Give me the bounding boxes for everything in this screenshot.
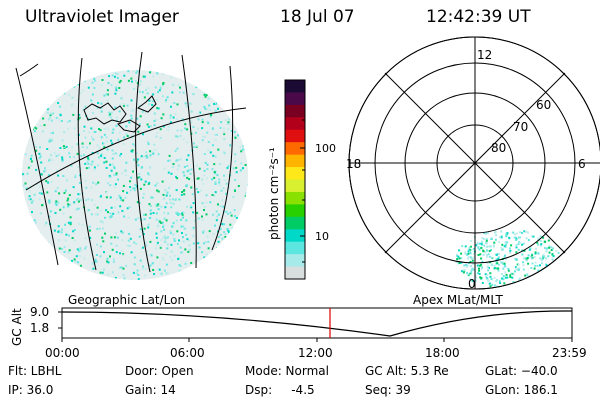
timeline-xtick-1: 06:00 <box>170 346 205 360</box>
coastline-outline <box>83 95 157 133</box>
geo-grid-lines <box>15 51 247 273</box>
instrument-title: Ultraviolet Imager <box>25 7 179 27</box>
lat-label-80: 80 <box>491 141 506 155</box>
timeline-xtick-3: 18:00 <box>425 346 460 360</box>
mode-status: Mode: Normal <box>245 364 329 378</box>
color-bar <box>284 79 306 280</box>
timeline-xtick-0: 00:00 <box>45 346 80 360</box>
time-label: 12:42:39 UT <box>426 7 531 27</box>
timeline-left-label: Geographic Lat/Lon <box>68 293 185 307</box>
lat-label-70: 70 <box>513 120 528 134</box>
glat-status: GLat: −40.0 <box>485 364 558 378</box>
polar-plot <box>348 36 600 290</box>
altitude-curve <box>61 310 573 337</box>
colorbar-unit-label: photon cm⁻²s⁻¹ <box>267 147 281 240</box>
timeline-ylabel: GC Alt <box>10 308 24 346</box>
date-label: 18 Jul 07 <box>280 7 355 27</box>
colorbar-tick-10: 10 <box>315 230 329 243</box>
door-status: Door: Open <box>125 364 194 378</box>
glon-status: GLon: 186.1 <box>485 383 558 397</box>
filter-status: Flt: LBHL <box>8 364 62 378</box>
timeline-right-label: Apex MLat/MLT <box>413 293 503 307</box>
altitude-timeline <box>58 307 573 342</box>
geographic-image <box>22 70 248 280</box>
ip-status: IP: 36.0 <box>8 383 54 397</box>
timeline-ytick-low: 1.8 <box>30 321 49 335</box>
mlt-label-12: 12 <box>477 48 492 62</box>
mlt-label-0: 0 <box>468 277 476 291</box>
lat-label-60: 60 <box>536 98 551 112</box>
timeline-ytick-high: 9.0 <box>30 305 49 319</box>
seq-status: Seq: 39 <box>365 383 411 397</box>
gain-status: Gain: 14 <box>125 383 176 397</box>
timeline-xtick-4: 23:59 <box>552 346 587 360</box>
mlt-label-6: 6 <box>578 157 586 171</box>
gc-alt-status: GC Alt: 5.3 Re <box>365 364 449 378</box>
timeline-xtick-2: 12:00 <box>298 346 333 360</box>
dsp-status: Dsp: -4.5 <box>245 383 315 397</box>
mlt-label-18: 18 <box>346 157 361 171</box>
colorbar-tick-100: 100 <box>315 142 336 155</box>
